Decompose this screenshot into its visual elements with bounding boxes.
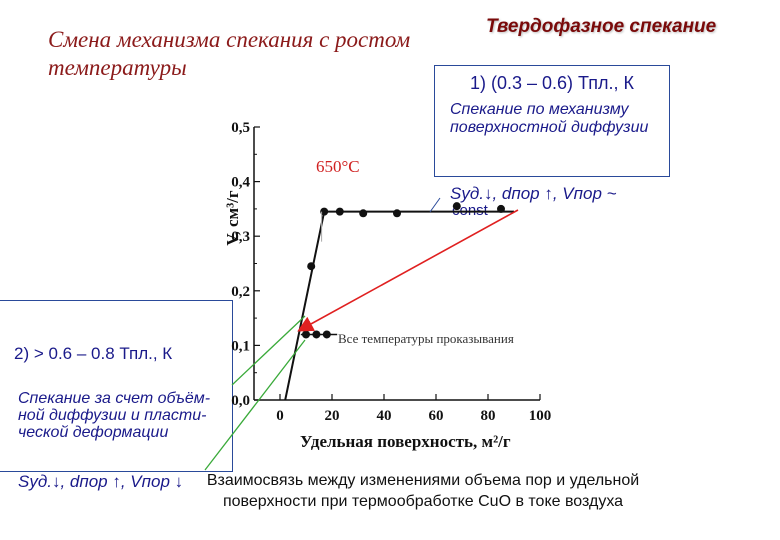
- mechanism-description-2: Спекание за счет объём-ной диффузии и пл…: [18, 390, 211, 441]
- x-tick-label: 60: [429, 408, 444, 424]
- all-temperatures-annotation: Все температуры проказывания: [338, 331, 514, 346]
- y-tick-label: 0,3: [231, 229, 250, 245]
- figure-caption: Взаимосвязь между изменениями объема пор…: [206, 472, 640, 510]
- temperature-annotation: 650°C: [316, 157, 360, 176]
- temperature-range-2: 2) > 0.6 – 0.8 Тпл., К: [14, 344, 173, 363]
- chart-axes: [253, 127, 540, 401]
- green-connector-bottom: [204, 339, 306, 471]
- data-point: [312, 330, 321, 339]
- slide-title: Смена механизма спекания с ростом темпер…: [48, 27, 411, 80]
- red-arrow: [297, 209, 519, 332]
- data-point: [320, 207, 329, 216]
- y-axis-label: V, cм³/г: [223, 190, 242, 246]
- chart-series: [284, 202, 514, 401]
- x-tick-label: 20: [325, 408, 340, 424]
- section-heading: Твердофазное спекание: [486, 16, 717, 37]
- data-point: [335, 207, 344, 216]
- data-point: [307, 262, 316, 271]
- chart-arrows: [204, 197, 519, 471]
- mechanism-box-1: [434, 65, 670, 177]
- green-connector-top: [231, 315, 306, 386]
- x-tick-label: 80: [481, 408, 496, 424]
- data-point: [497, 204, 505, 213]
- relation-1: Sуд.↓, dпор ↑, Vпор ~: [450, 184, 617, 203]
- box1-pointer: [429, 197, 441, 213]
- y-tick-label: 0,5: [231, 120, 250, 136]
- data-point: [393, 209, 401, 218]
- mechanism-description-1: Спекание по механизму поверхностной дифф…: [450, 101, 649, 136]
- data-point: [359, 209, 368, 218]
- temperature-range-1: 1) (0.3 – 0.6) Тпл., К: [470, 73, 634, 93]
- y-tick-label: 0,2: [231, 284, 250, 300]
- x-axis-label: Удельная поверхность, м²/г: [300, 432, 511, 451]
- x-tick-label: 100: [529, 408, 552, 424]
- chart-ticks: 0,0 0,1 0,2 0,3 0,4 0,5 0 20 40 60 80 100: [231, 120, 551, 424]
- x-tick-label: 40: [377, 408, 392, 424]
- y-tick-label: 0,4: [231, 175, 250, 191]
- y-tick-label: 0,0: [231, 393, 250, 409]
- data-point: [452, 202, 461, 211]
- data-point: [302, 330, 310, 339]
- x-tick-label: 0: [276, 408, 284, 424]
- relation-2: Sуд.↓, dпор ↑, Vпор ↓: [18, 472, 184, 491]
- relation-1-const: const: [452, 202, 488, 219]
- y-tick-label: 0,1: [231, 338, 250, 354]
- mechanism-box-2: [0, 300, 233, 472]
- data-point: [322, 330, 331, 339]
- fit-line: [284, 210, 514, 401]
